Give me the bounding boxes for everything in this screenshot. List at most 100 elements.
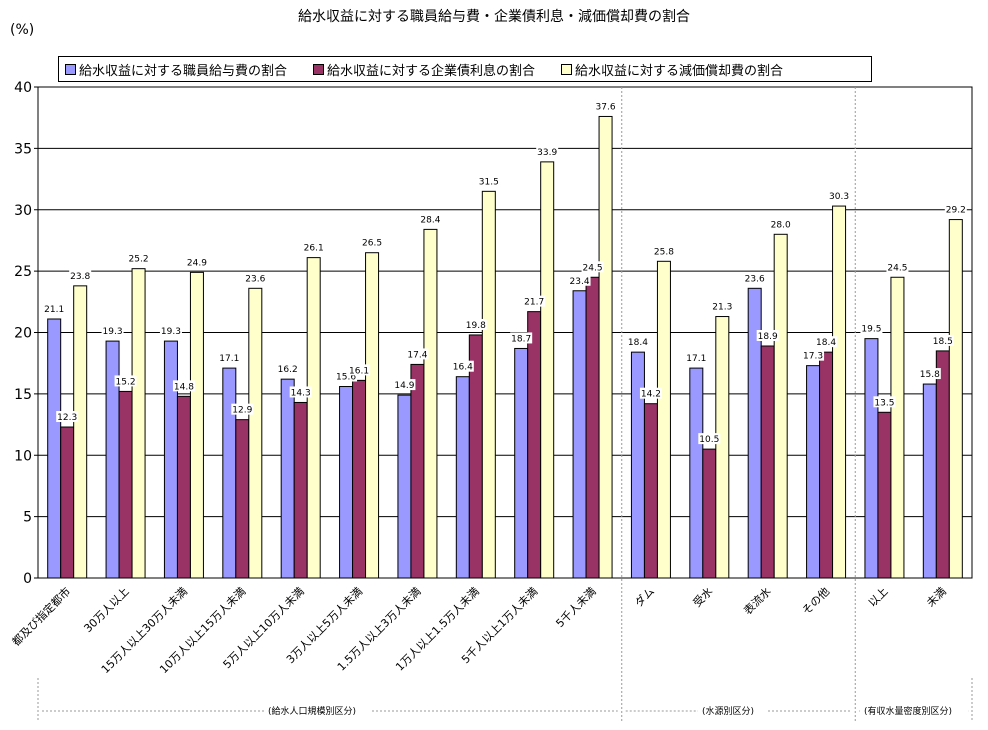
data-label: 21.7 [524, 298, 544, 308]
y-tick-label: 0 [23, 571, 32, 587]
bar [60, 426, 75, 579]
data-label: 29.2 [946, 206, 966, 216]
bar [189, 271, 204, 579]
bar [922, 383, 937, 579]
data-label-bg [69, 269, 92, 281]
bar [773, 233, 788, 579]
data-label-bg [944, 203, 967, 215]
bar [352, 379, 367, 579]
data-label-bg [335, 370, 358, 382]
data-label-bg [289, 386, 312, 398]
data-label: 14.8 [174, 382, 194, 392]
data-label-bg [477, 175, 500, 187]
bar [572, 290, 587, 579]
bar [890, 276, 905, 579]
data-label: 23.4 [570, 277, 590, 287]
legend-label-salary: 給水収益に対する職員給与費の割合 [79, 63, 288, 79]
bar [73, 285, 88, 579]
bar [806, 365, 821, 579]
bar [864, 338, 879, 579]
bar [222, 367, 237, 579]
group-label-population: (給水人口規模別区分) [268, 707, 357, 717]
data-label: 17.4 [407, 350, 427, 360]
data-label: 19.3 [161, 327, 181, 337]
bar [339, 386, 354, 579]
data-label-bg [510, 332, 533, 344]
group-label-water-source: (水源別区分) [702, 707, 755, 717]
data-label-bg [685, 352, 708, 364]
legend-item-salary: 給水収益に対する職員給与費の割合 [65, 60, 287, 79]
data-label-bg [231, 403, 254, 415]
x-tick-label: 受水 [691, 585, 716, 610]
data-label: 16.1 [349, 366, 369, 376]
bar [455, 376, 470, 579]
bar [293, 401, 308, 579]
data-label: 37.6 [596, 102, 616, 112]
bar [935, 350, 950, 579]
data-label-bg [302, 241, 325, 253]
y-tick-label: 35 [14, 141, 32, 157]
bar [176, 395, 191, 579]
bar [656, 260, 671, 579]
data-label-bg [419, 213, 442, 225]
bar [832, 205, 847, 579]
bar [948, 219, 963, 579]
legend-swatch-depreciation [561, 63, 573, 75]
data-label-bg [451, 360, 474, 372]
bar [598, 115, 613, 579]
data-label: 18.4 [816, 338, 836, 348]
bar [643, 403, 658, 579]
legend-label-interest: 給水収益に対する企業債利息の割合 [327, 63, 536, 79]
data-label: 15.2 [116, 377, 136, 387]
data-label: 19.5 [861, 325, 881, 335]
bar [689, 367, 704, 579]
data-label-bg [464, 318, 487, 330]
y-tick-label: 30 [14, 203, 32, 219]
data-label-bg [276, 363, 299, 375]
data-label-bg [172, 380, 195, 392]
bar [819, 351, 834, 579]
data-label: 18.9 [758, 332, 778, 342]
bar [423, 228, 438, 579]
data-label: 12.9 [232, 406, 252, 416]
bar [235, 419, 250, 579]
bar [760, 345, 775, 579]
bar [715, 316, 730, 579]
data-label-bg [802, 349, 825, 361]
data-label: 23.6 [745, 274, 765, 284]
legend-item-interest: 給水収益に対する企業債利息の割合 [313, 60, 535, 79]
data-label-bg [626, 336, 649, 348]
data-label: 31.5 [479, 177, 499, 187]
data-label-bg [127, 252, 150, 264]
data-label: 16.4 [453, 363, 473, 373]
bar [131, 268, 146, 579]
data-label-bg [244, 272, 267, 284]
data-label: 26.5 [362, 239, 382, 249]
bar [248, 287, 263, 579]
bar [877, 411, 892, 579]
bar [585, 276, 600, 579]
data-label-bg [56, 411, 79, 423]
data-label-bg [886, 261, 909, 273]
data-label-bg [711, 300, 734, 312]
data-label-bg [43, 302, 66, 314]
x-tick-label: 表流水 [741, 584, 774, 617]
y-tick-label: 15 [14, 387, 32, 403]
data-label: 15.6 [336, 373, 356, 383]
x-tick-label: 5千人未満 [553, 585, 598, 630]
data-label: 18.4 [628, 338, 648, 348]
y-tick-label: 20 [14, 326, 32, 342]
bar [163, 340, 178, 579]
legend-swatch-interest [313, 63, 325, 75]
data-label: 28.0 [771, 220, 791, 230]
legend-swatch-salary [65, 63, 76, 75]
legend: 給水収益に対する職員給与費の割合 給水収益に対する企業債利息の割合 給水収益に対… [58, 56, 872, 82]
data-label-bg [348, 364, 371, 376]
data-label: 21.1 [44, 305, 64, 315]
data-label-bg [639, 387, 662, 399]
x-tick-label: 未満 [924, 585, 949, 610]
data-label: 10.5 [699, 435, 719, 445]
x-tick-label: 都及び指定都市 [9, 584, 73, 648]
chart-title: 給水収益に対する職員給与費・企業債利息・減価償却費の割合 [298, 9, 690, 25]
